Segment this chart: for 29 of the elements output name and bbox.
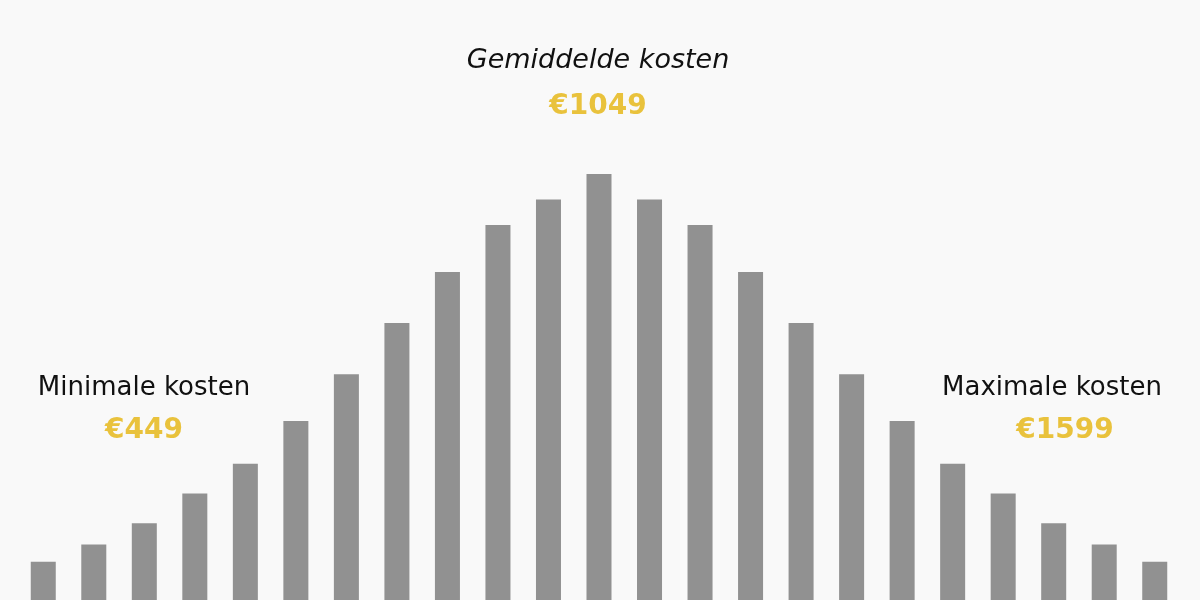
bar bbox=[30, 561, 56, 600]
bar bbox=[434, 271, 460, 600]
bar bbox=[333, 374, 359, 600]
bar bbox=[1041, 523, 1067, 600]
bar bbox=[940, 463, 966, 600]
bar bbox=[586, 174, 612, 600]
bar bbox=[81, 544, 107, 600]
bar bbox=[1142, 561, 1168, 600]
bar bbox=[687, 225, 713, 600]
bar bbox=[839, 374, 865, 600]
bar bbox=[131, 523, 157, 600]
annotation: €1599 bbox=[1015, 412, 1114, 446]
bar bbox=[485, 225, 511, 600]
bar bbox=[738, 271, 764, 600]
bar bbox=[232, 463, 258, 600]
bar bbox=[889, 421, 915, 600]
text: Gemiddelde kosten bbox=[466, 43, 730, 75]
annotation: Minimale kosten bbox=[37, 370, 251, 401]
annotation: €449 bbox=[104, 412, 183, 446]
bar bbox=[1091, 544, 1117, 600]
bar bbox=[637, 199, 663, 600]
annotation: Maximale kosten bbox=[942, 370, 1162, 401]
bar bbox=[283, 421, 309, 600]
bar bbox=[384, 323, 410, 600]
bar bbox=[990, 493, 1016, 600]
bar bbox=[182, 493, 208, 600]
text: €1049 bbox=[548, 88, 647, 122]
bar bbox=[788, 323, 814, 600]
bar bbox=[535, 199, 561, 600]
